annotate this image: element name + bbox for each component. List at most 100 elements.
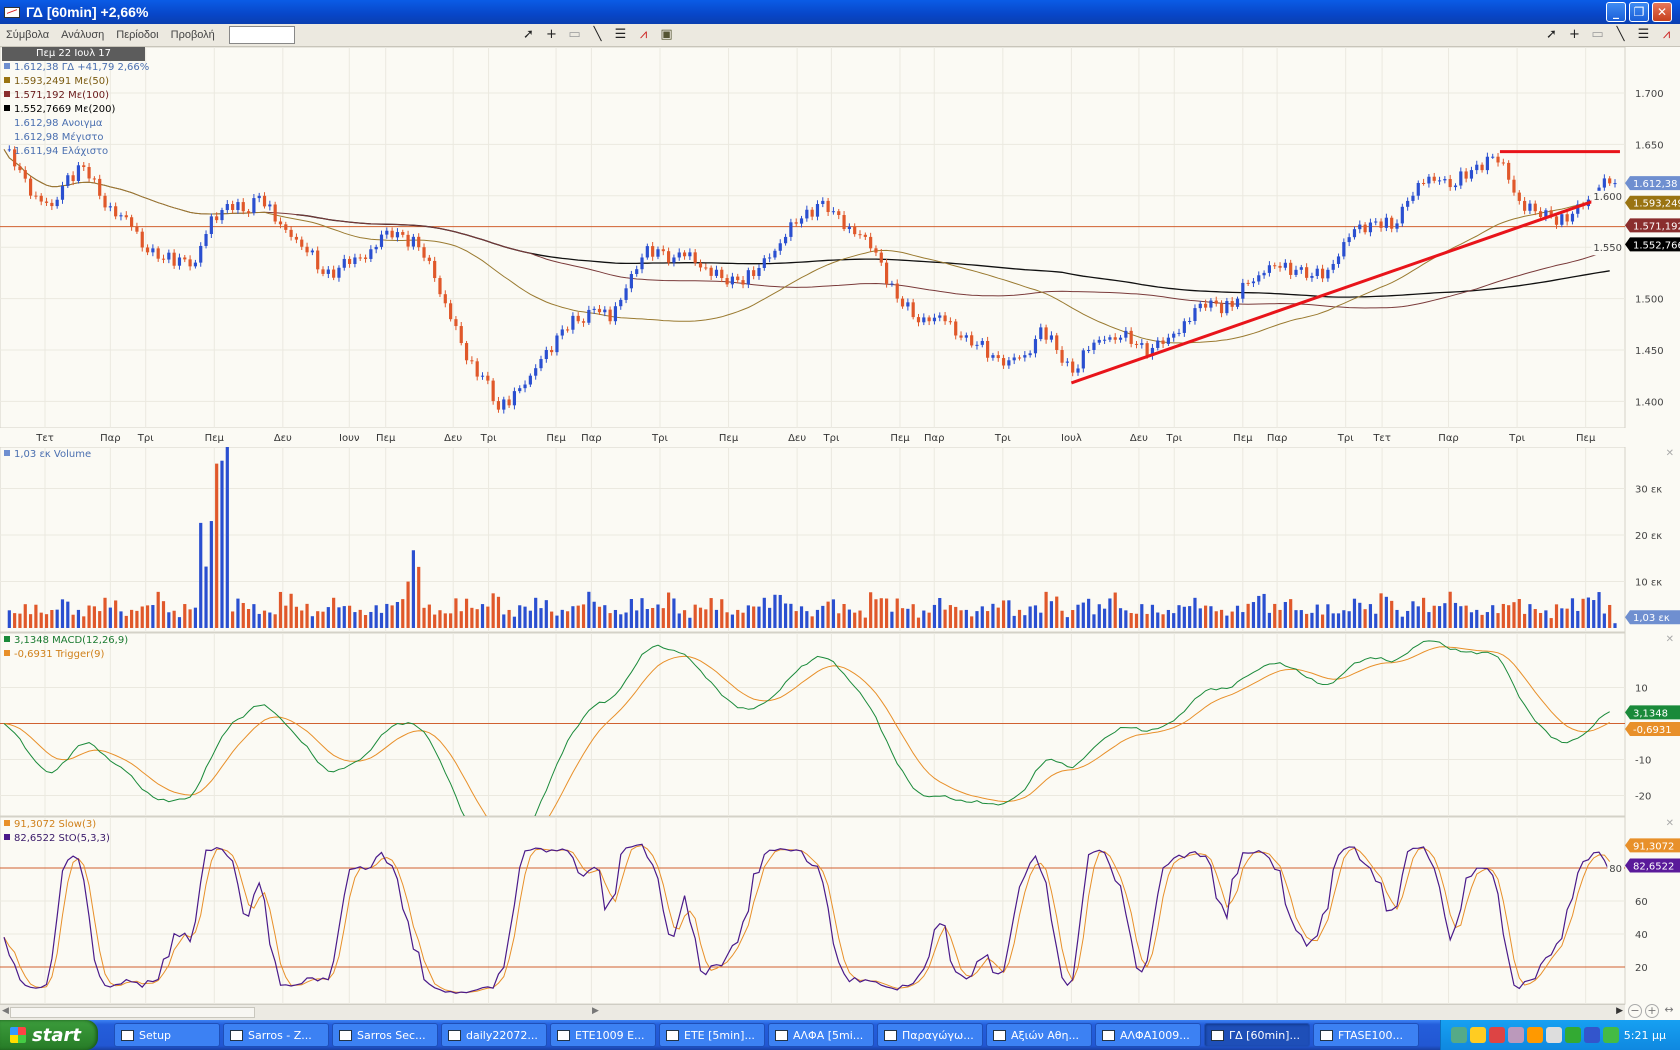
legend-swatch bbox=[4, 650, 10, 656]
hlines-icon[interactable]: ☰ bbox=[1637, 27, 1650, 42]
scroll-right-icon[interactable]: ▶ bbox=[1616, 1006, 1623, 1016]
taskbar-item[interactable]: ETE1009 E... bbox=[550, 1023, 656, 1047]
candle-body bbox=[1368, 222, 1373, 233]
scrollbar-thumb[interactable] bbox=[10, 1007, 255, 1018]
chart-icon[interactable]: ⩘ bbox=[1662, 27, 1671, 42]
nvidia-icon[interactable] bbox=[1603, 1027, 1619, 1043]
taskbar-item[interactable]: ΓΔ [60min]... bbox=[1204, 1023, 1310, 1047]
x-tick-label: Τρι bbox=[651, 433, 668, 444]
candle-body bbox=[401, 232, 405, 235]
tray-green-icon[interactable] bbox=[1565, 1027, 1581, 1043]
candle-body bbox=[130, 217, 134, 227]
candle bbox=[741, 275, 745, 289]
volume-bar bbox=[1437, 606, 1442, 628]
volume-bar bbox=[565, 611, 570, 628]
scroll-left-icon[interactable]: ◀ bbox=[2, 1006, 9, 1016]
taskbar-item[interactable]: ΑΛΦΑ [5mi... bbox=[768, 1023, 874, 1047]
security-shield-icon[interactable] bbox=[1470, 1027, 1486, 1043]
system-tray: 5:21 μμ bbox=[1440, 1020, 1680, 1050]
candle bbox=[172, 249, 176, 269]
pointer-icon[interactable]: ➚ bbox=[1546, 27, 1557, 42]
minimize-button[interactable]: _ bbox=[1606, 2, 1626, 22]
save-icon[interactable]: ▣ bbox=[660, 27, 673, 42]
candle bbox=[433, 256, 437, 282]
pointer-icon[interactable]: ➚ bbox=[523, 27, 534, 42]
close-button[interactable]: ✕ bbox=[1652, 2, 1672, 22]
price-tick-label: 1.550 bbox=[1593, 243, 1622, 254]
taskbar-item[interactable]: ETE [5min]... bbox=[659, 1023, 765, 1047]
fit-width-icon[interactable]: ↔ bbox=[1664, 1003, 1674, 1016]
horizontal-scrollbar[interactable]: ◀ ▶ ▶ bbox=[0, 1004, 1625, 1020]
taskbar-item[interactable]: Παραγώγω... bbox=[877, 1023, 983, 1047]
taskbar-item[interactable]: ΑΛΦΑ1009... bbox=[1095, 1023, 1201, 1047]
volume-bar bbox=[305, 603, 309, 628]
menu-symbols[interactable]: Σύμβολα bbox=[6, 29, 50, 41]
volume-bar bbox=[1033, 605, 1038, 628]
taskbar-item[interactable]: Setup bbox=[114, 1023, 220, 1047]
crosshair-icon[interactable]: + bbox=[546, 27, 557, 42]
price-marker-0-bg bbox=[1625, 176, 1680, 191]
taskbar-item[interactable]: Sarros - Z... bbox=[223, 1023, 329, 1047]
line-icon[interactable]: ╲ bbox=[593, 27, 602, 42]
volume-bar bbox=[151, 605, 155, 628]
taskbar-item[interactable]: FTASE100... bbox=[1313, 1023, 1419, 1047]
start-button[interactable]: start bbox=[0, 1020, 98, 1050]
menu-view[interactable]: Προβολή bbox=[170, 29, 215, 41]
volume-bar bbox=[246, 609, 251, 628]
restore-button[interactable]: ❐ bbox=[1629, 2, 1649, 22]
taskbar-item[interactable]: Sarros Sec... bbox=[332, 1023, 438, 1047]
zoom-out-icon[interactable]: − bbox=[1628, 1004, 1642, 1018]
menu-analysis[interactable]: Ανάλυση bbox=[61, 29, 105, 41]
candle bbox=[629, 270, 633, 293]
candle bbox=[262, 192, 267, 209]
candle-body bbox=[906, 302, 910, 307]
stoch-marker-text: 82,6522 bbox=[1633, 862, 1674, 873]
close-macd-panel-icon[interactable]: ✕ bbox=[1665, 634, 1674, 645]
slow-line bbox=[3, 844, 1611, 994]
volume-bar bbox=[1124, 610, 1128, 628]
tray-app-icon[interactable] bbox=[1508, 1027, 1524, 1043]
chart-icon[interactable]: ⩘ bbox=[639, 27, 648, 42]
rectangle-icon[interactable]: ▭ bbox=[568, 27, 581, 42]
candle bbox=[273, 201, 277, 225]
volume-bar bbox=[837, 613, 841, 628]
tray-window-icon[interactable] bbox=[1546, 1027, 1562, 1043]
candle bbox=[544, 346, 548, 363]
zoom-in-icon[interactable]: + bbox=[1645, 1004, 1659, 1018]
symbol-input[interactable] bbox=[228, 26, 295, 44]
candle-body bbox=[762, 258, 766, 268]
candle bbox=[720, 266, 724, 283]
candle bbox=[1421, 178, 1426, 186]
taskbar-item[interactable]: Αξιών Αθη... bbox=[986, 1023, 1092, 1047]
network-icon[interactable] bbox=[1451, 1027, 1467, 1043]
candle bbox=[294, 233, 299, 244]
candle bbox=[66, 172, 70, 189]
tray-rt-icon[interactable] bbox=[1584, 1027, 1600, 1043]
menu-periods[interactable]: Περίοδοι bbox=[116, 29, 159, 41]
line-icon[interactable]: ╲ bbox=[1616, 27, 1625, 42]
volume-bar bbox=[1028, 606, 1032, 628]
taskbar-item[interactable]: daily22072... bbox=[441, 1023, 547, 1047]
candle bbox=[475, 358, 479, 381]
volume-bar bbox=[411, 550, 415, 628]
volume-bar bbox=[55, 609, 59, 628]
candle bbox=[1156, 337, 1160, 351]
candle-body bbox=[826, 200, 830, 213]
volume-bar bbox=[640, 598, 644, 628]
candle bbox=[310, 248, 314, 256]
antivirus-icon[interactable] bbox=[1489, 1027, 1505, 1043]
update-icon[interactable] bbox=[1527, 1027, 1543, 1043]
candle bbox=[1012, 353, 1016, 365]
hlines-icon[interactable]: ☰ bbox=[614, 27, 627, 42]
price-marker-2-bg bbox=[1625, 218, 1680, 233]
close-volume-panel-icon[interactable]: ✕ bbox=[1665, 448, 1674, 459]
volume-bar bbox=[220, 460, 224, 628]
crosshair-icon[interactable]: + bbox=[1569, 27, 1580, 42]
x-tick-label: Τρι bbox=[480, 433, 497, 444]
rectangle-icon[interactable]: ▭ bbox=[1591, 27, 1604, 42]
candle-body bbox=[502, 399, 506, 410]
candle bbox=[736, 273, 740, 284]
close-stoch-panel-icon[interactable]: ✕ bbox=[1665, 818, 1674, 829]
candle bbox=[975, 341, 979, 350]
